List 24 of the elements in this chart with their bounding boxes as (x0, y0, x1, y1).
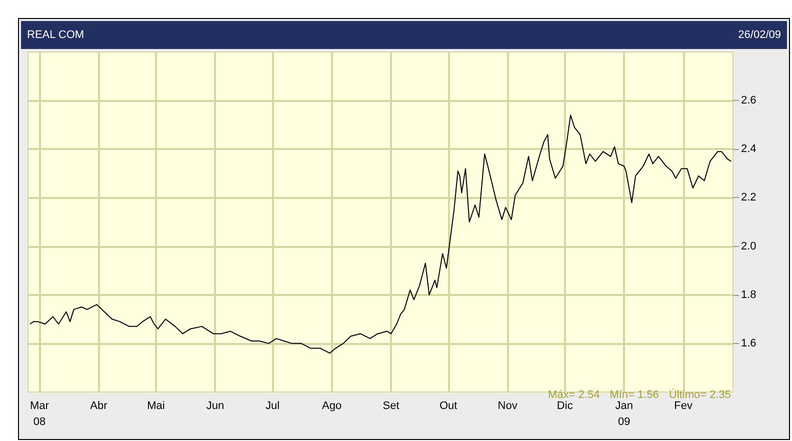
x-tick-label: Mar 08 (30, 400, 50, 428)
y-tick-label: 1.8 (741, 288, 756, 301)
x-tick-label: Nov (498, 400, 518, 412)
y-tick-label: 2.0 (741, 240, 756, 252)
x-tick-label: Jan 09 (615, 400, 633, 428)
x-tick-label: Ago (322, 400, 342, 412)
annotation: Último= 2.35 (668, 389, 731, 401)
x-tick-label: Mai (147, 400, 165, 412)
y-tick-label: 2.2 (741, 192, 756, 204)
chart-title: REAL COM (27, 29, 84, 41)
x-tick-label: Abr (90, 400, 108, 412)
y-tick-label: 2.6 (741, 94, 756, 107)
text: 26/02/09 (738, 29, 781, 41)
y-tick-label: 1.6 (741, 337, 756, 350)
x-tick-label: Dic (556, 400, 574, 412)
annotation: Máx= 2.54 (548, 389, 600, 401)
x-tick-label: Jun (206, 400, 224, 412)
y-tick-label: 2.4 (741, 143, 756, 156)
x-tick-label: Fev (674, 400, 693, 412)
annotation: Mín= 1.56 (610, 389, 659, 401)
line-series (29, 114, 732, 354)
x-tick-label: Set (382, 400, 400, 412)
x-tick-label: Out (439, 400, 458, 412)
x-tick-label: Jul (266, 400, 280, 412)
